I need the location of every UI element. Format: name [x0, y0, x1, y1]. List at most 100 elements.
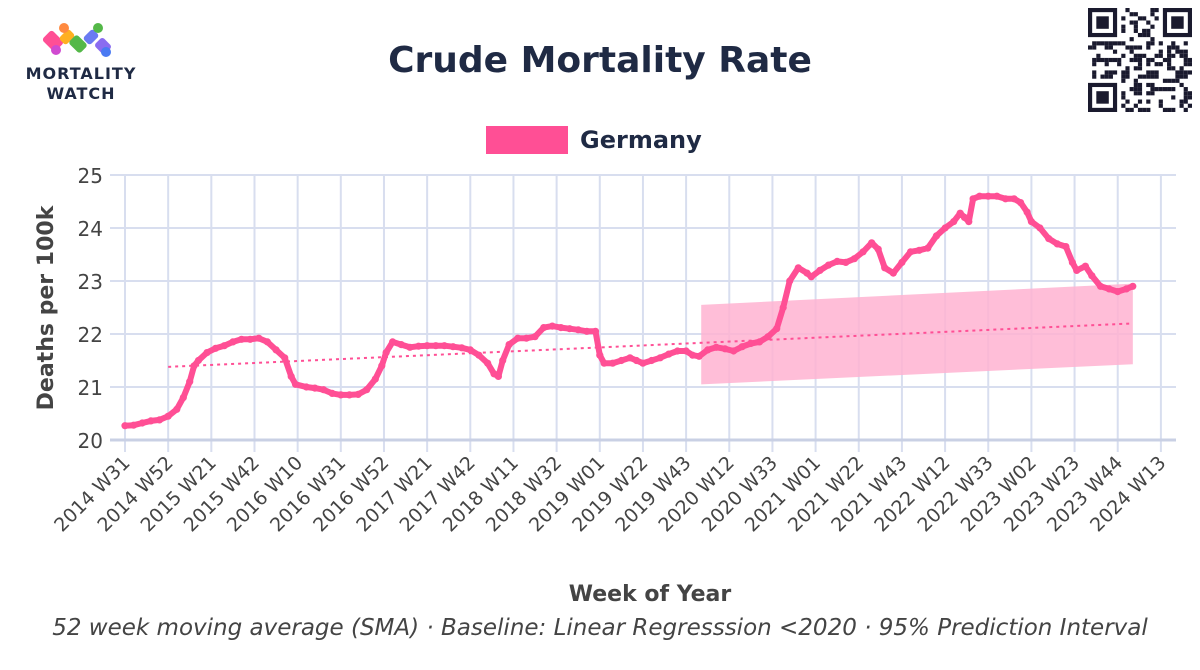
series-germany-point	[1088, 272, 1096, 280]
series-germany-point	[484, 359, 492, 367]
series-germany-point	[328, 389, 336, 397]
series-germany-point	[816, 266, 824, 274]
series-germany-point	[941, 224, 949, 232]
series-germany-point	[173, 405, 181, 413]
x-axis-title: Week of Year	[569, 582, 732, 607]
series-germany-point	[1122, 285, 1130, 293]
y-tick-label: 21	[78, 376, 103, 400]
series-germany-point	[868, 239, 876, 247]
series-germany-point	[548, 322, 556, 330]
series-germany-point	[583, 327, 591, 335]
series-germany-point	[179, 394, 187, 402]
chart-title: Crude Mortality Rate	[388, 40, 812, 81]
series-germany-point	[665, 350, 673, 358]
series-germany-point	[1105, 285, 1113, 293]
series-germany-point	[272, 346, 280, 354]
series-germany-point	[898, 258, 906, 266]
series-germany-point	[337, 391, 345, 399]
series-germany-point	[648, 356, 656, 365]
series-germany-point	[1073, 266, 1081, 274]
series-germany-point	[499, 356, 507, 365]
series-germany-point	[440, 342, 448, 350]
series-germany-point	[1081, 262, 1089, 270]
series-germany-point	[164, 412, 172, 420]
series-germany-point	[969, 195, 977, 203]
series-germany-point	[397, 341, 405, 349]
series-germany-point	[632, 356, 641, 365]
series-germany-point	[540, 324, 548, 332]
series-germany-point	[475, 351, 483, 359]
series-germany-point	[673, 347, 682, 355]
series-germany-point	[950, 218, 958, 226]
series-germany-point	[755, 338, 764, 346]
series-germany-point	[689, 351, 697, 359]
series-germany-point	[432, 342, 440, 350]
series-germany-point	[1036, 224, 1044, 232]
series-germany-point	[466, 346, 474, 354]
series-germany-point	[203, 349, 211, 357]
series-germany-point	[1062, 243, 1070, 251]
series-germany-point	[1068, 258, 1076, 266]
series-germany-point	[764, 333, 772, 341]
series-germany-point	[965, 218, 973, 226]
series-germany-point	[1027, 218, 1035, 226]
series-germany-point	[1096, 282, 1105, 290]
y-tick-label: 23	[78, 270, 103, 294]
series-germany-point	[730, 347, 738, 355]
series-germany-point	[656, 354, 664, 362]
series-germany-point	[1001, 195, 1010, 203]
series-germany-point	[824, 261, 833, 269]
series-germany-point	[1017, 199, 1025, 207]
series-germany-point	[807, 273, 815, 281]
series-germany-point	[704, 346, 712, 354]
series-germany-point	[389, 338, 397, 346]
series-germany-point	[924, 244, 932, 252]
series-germany-point	[449, 343, 457, 351]
series-germany-point	[220, 342, 228, 350]
series-germany-point	[531, 333, 539, 341]
series-germany-point	[311, 384, 319, 392]
series-germany-point	[1114, 288, 1122, 296]
series-germany-point	[263, 338, 271, 346]
series-germany-point	[121, 422, 129, 430]
series-germany-point	[617, 356, 626, 365]
series-germany-point	[833, 257, 841, 265]
series-germany-point	[786, 277, 794, 285]
logo-line-1: MORTALITY	[25, 64, 137, 83]
series-germany-point	[458, 344, 466, 352]
legend-label-germany: Germany	[580, 126, 702, 154]
series-germany-point	[1023, 208, 1031, 216]
series-germany-point	[907, 248, 915, 256]
series-germany-point	[319, 386, 328, 394]
series-germany-point	[773, 325, 781, 333]
series-germany-point	[345, 391, 353, 399]
series-germany-point	[1010, 195, 1018, 203]
series-germany-point	[779, 303, 787, 312]
y-tick-label: 22	[78, 323, 103, 347]
y-tick-label: 25	[78, 164, 103, 188]
series-germany-point	[1129, 282, 1137, 290]
series-germany-point	[639, 359, 647, 367]
legend-swatch-germany	[486, 126, 568, 154]
chart-legend: Germany	[486, 126, 702, 154]
series-germany-point	[626, 354, 634, 362]
logo-line-2: WATCH	[46, 84, 116, 103]
series-germany-point	[371, 375, 379, 383]
series-germany-point	[682, 347, 690, 355]
series-germany-point	[574, 326, 582, 334]
series-germany-point	[302, 383, 310, 391]
series-germany-point	[794, 264, 802, 272]
series-germany-point	[609, 359, 617, 367]
series-germany-point	[212, 344, 220, 352]
series-germany-point	[522, 334, 531, 342]
series-germany-point	[229, 338, 237, 346]
y-tick-label: 24	[78, 217, 103, 241]
series-germany-point	[237, 335, 246, 343]
series-germany-point	[155, 416, 164, 424]
series-germany-point	[591, 327, 600, 335]
series-germany-point	[738, 343, 746, 351]
series-germany-point	[721, 345, 729, 353]
y-axis-title: Deaths per 100k	[34, 204, 59, 410]
series-germany-point	[993, 192, 1001, 200]
